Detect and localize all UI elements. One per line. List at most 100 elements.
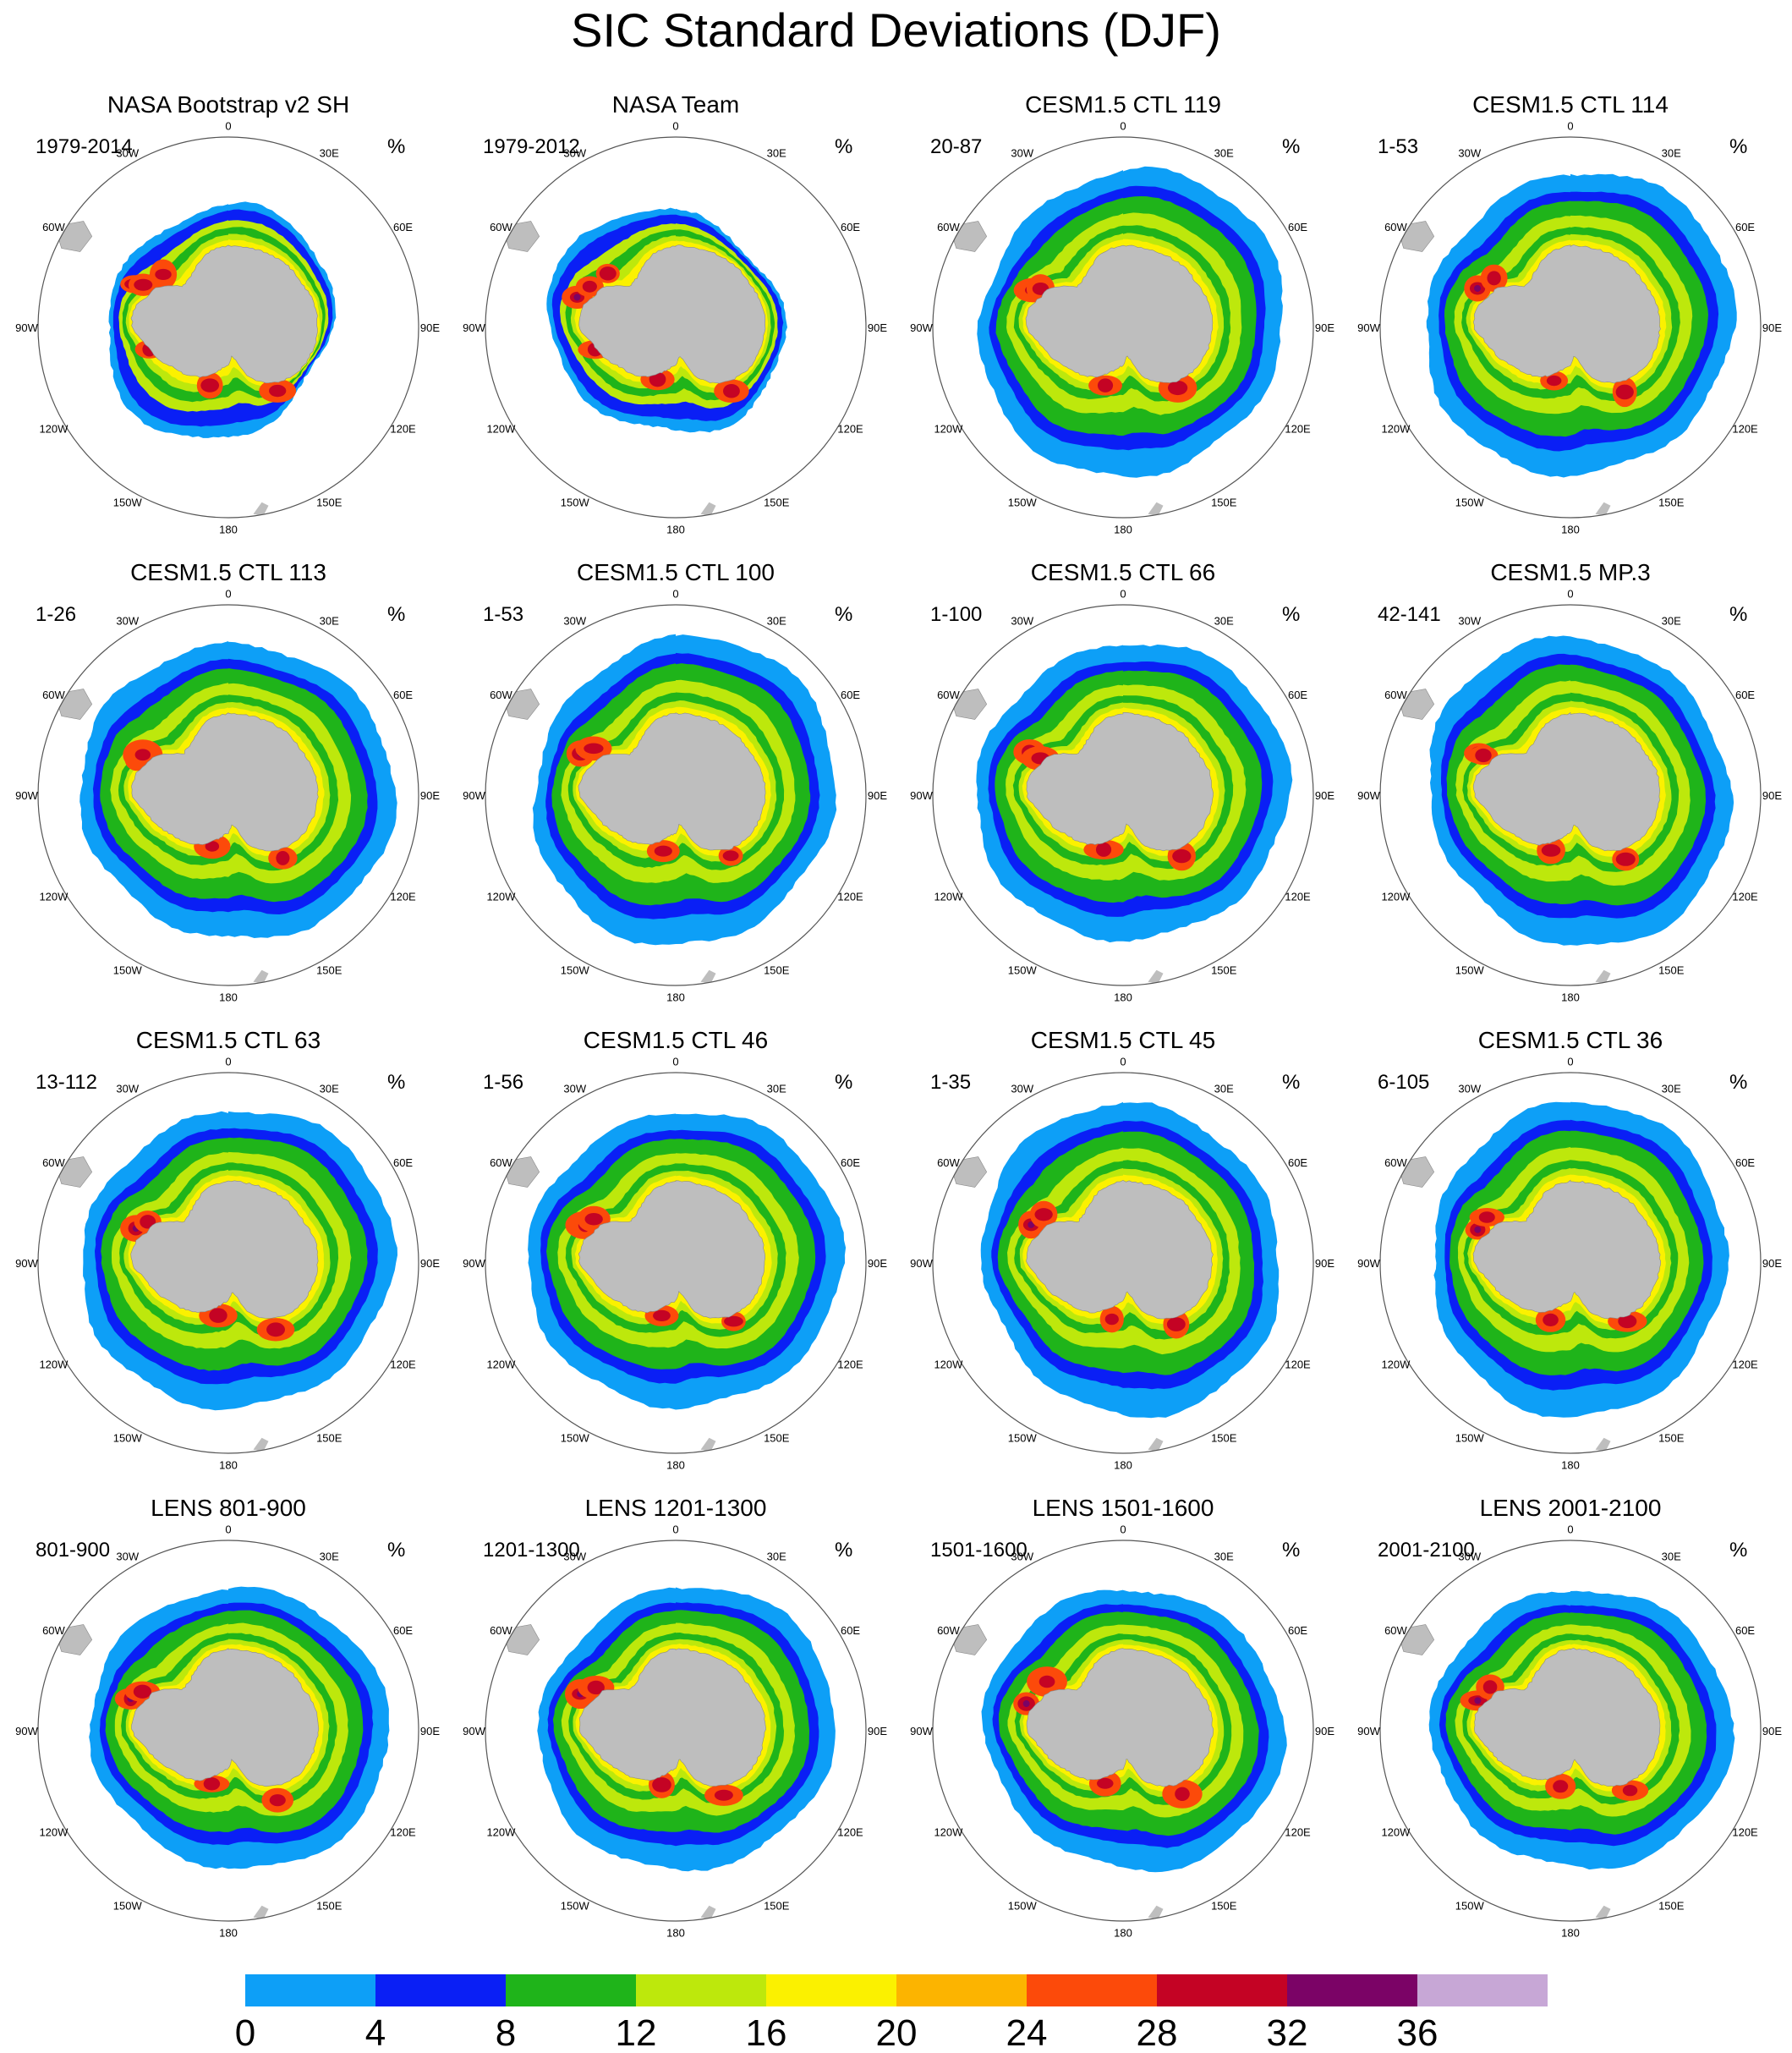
sic-patch bbox=[134, 749, 151, 761]
longitude-label: 90W bbox=[15, 321, 38, 334]
longitude-label: 120E bbox=[1285, 422, 1311, 435]
longitude-label: 150W bbox=[1008, 964, 1038, 977]
longitude-label: 120W bbox=[39, 1825, 69, 1838]
polar-boundary bbox=[485, 1540, 867, 1922]
antarctica-landmass bbox=[131, 712, 319, 852]
longitude-label: 180 bbox=[1114, 1927, 1132, 1940]
longitude-label: 60W bbox=[1384, 221, 1407, 233]
longitude-label: 60E bbox=[841, 221, 860, 233]
longitude-label: 180 bbox=[1114, 991, 1132, 1004]
panel-units: % bbox=[387, 135, 405, 158]
sic-patch bbox=[209, 1308, 227, 1323]
sic-patch bbox=[200, 378, 220, 392]
longitude-label: 30W bbox=[563, 1550, 586, 1562]
polar-boundary bbox=[932, 1540, 1314, 1922]
longitude-label: 150W bbox=[1008, 497, 1038, 509]
longitude-label: 30W bbox=[1458, 146, 1481, 159]
panel-period: 1-53 bbox=[483, 603, 523, 626]
sic-patch bbox=[1167, 380, 1188, 396]
longitude-label: 120W bbox=[934, 1825, 963, 1838]
new-zealand-land bbox=[253, 1905, 269, 1919]
longitude-label: 30E bbox=[320, 1550, 339, 1562]
panel-title: LENS 1501-1600 bbox=[1033, 1495, 1214, 1521]
polar-boundary bbox=[485, 136, 867, 519]
longitude-label: 0 bbox=[1567, 588, 1573, 601]
longitude-label: 90E bbox=[1315, 321, 1334, 334]
sic-patch bbox=[133, 1684, 152, 1699]
colorbar-swatch bbox=[1027, 1974, 1157, 2006]
longitude-label: 30E bbox=[1214, 1082, 1234, 1095]
new-zealand-land bbox=[1595, 1437, 1611, 1452]
panel-units: % bbox=[1282, 1071, 1300, 1094]
longitude-label: 120W bbox=[39, 890, 69, 903]
longitude-label: 120E bbox=[837, 422, 863, 435]
longitude-label: 90W bbox=[1357, 1257, 1380, 1270]
longitude-label: 90W bbox=[463, 1725, 485, 1737]
sic-patch bbox=[723, 384, 740, 398]
antarctica-landmass bbox=[130, 1180, 319, 1319]
longitude-label: 90W bbox=[910, 321, 933, 334]
panel-period: 2001-2100 bbox=[1378, 1539, 1475, 1562]
longitude-label: 0 bbox=[225, 1523, 231, 1536]
longitude-label: 180 bbox=[666, 1459, 685, 1472]
sic-field bbox=[54, 1586, 390, 1919]
panel-title: CESM1.5 CTL 119 bbox=[1025, 91, 1221, 118]
new-zealand-land bbox=[700, 969, 716, 984]
longitude-label: 30W bbox=[116, 614, 139, 627]
sic-patch bbox=[587, 1680, 605, 1695]
panel-title: LENS 801-900 bbox=[151, 1495, 306, 1521]
longitude-label: 120E bbox=[1285, 1358, 1311, 1370]
longitude-label: 90W bbox=[1357, 789, 1380, 802]
longitude-label: 60W bbox=[937, 221, 960, 233]
longitude-label: 180 bbox=[219, 1459, 238, 1472]
antarctica-landmass bbox=[1473, 1647, 1661, 1787]
longitude-label: 150W bbox=[561, 1432, 590, 1445]
sic-patch bbox=[1022, 1700, 1030, 1708]
longitude-label: 180 bbox=[1114, 1459, 1132, 1472]
longitude-label: 60E bbox=[393, 689, 413, 701]
longitude-label: 120W bbox=[486, 422, 516, 435]
colorbar-swatch bbox=[1157, 1974, 1287, 2006]
antarctica-landmass bbox=[1472, 711, 1661, 852]
longitude-label: 60W bbox=[42, 1156, 65, 1169]
longitude-label: 0 bbox=[1120, 1523, 1126, 1536]
sic-patch bbox=[140, 1215, 156, 1229]
sic-field bbox=[501, 1113, 847, 1452]
longitude-label: 90E bbox=[420, 1725, 440, 1737]
longitude-label: 30E bbox=[320, 146, 339, 159]
longitude-label: 60W bbox=[490, 1624, 512, 1637]
sic-patch bbox=[134, 278, 153, 291]
sic-patch bbox=[649, 371, 666, 387]
longitude-label: 60W bbox=[490, 1156, 512, 1169]
panel-period: 801-900 bbox=[36, 1539, 110, 1562]
polar-boundary bbox=[485, 1072, 867, 1454]
colorbar-tick-label: 36 bbox=[1397, 2012, 1439, 2053]
longitude-label: 90E bbox=[868, 1257, 887, 1270]
longitude-label: 0 bbox=[1120, 120, 1126, 133]
new-zealand-land bbox=[1595, 1905, 1611, 1919]
antarctica-landmass bbox=[1026, 1648, 1214, 1787]
longitude-label: 30W bbox=[1011, 1550, 1033, 1562]
longitude-label: 90E bbox=[420, 1257, 440, 1270]
sic-field bbox=[949, 1101, 1280, 1452]
longitude-label: 90E bbox=[1762, 789, 1782, 802]
new-zealand-land bbox=[700, 502, 716, 516]
new-zealand-land bbox=[1148, 1905, 1164, 1919]
longitude-label: 30E bbox=[1662, 1550, 1681, 1562]
sic-patch bbox=[1474, 284, 1482, 292]
sic-patch bbox=[203, 1777, 221, 1791]
longitude-label: 150W bbox=[561, 1900, 590, 1913]
longitude-label: 0 bbox=[1567, 1056, 1573, 1068]
longitude-label: 30W bbox=[563, 1082, 586, 1095]
panel-period: 1201-1300 bbox=[483, 1539, 580, 1562]
longitude-label: 120W bbox=[934, 422, 963, 435]
longitude-label: 90E bbox=[1762, 321, 1782, 334]
longitude-label: 90W bbox=[15, 789, 38, 802]
longitude-label: 30W bbox=[563, 614, 586, 627]
panel-title: CESM1.5 CTL 45 bbox=[1031, 1027, 1215, 1053]
panel-units: % bbox=[835, 135, 852, 158]
map-panel: CESM1.5 CTL 45 1-35 % 0 30E 60E 90E 120E 150E 180… bbox=[910, 1027, 1334, 1472]
longitude-label: 180 bbox=[219, 524, 238, 536]
sic-patch bbox=[1104, 1313, 1119, 1326]
